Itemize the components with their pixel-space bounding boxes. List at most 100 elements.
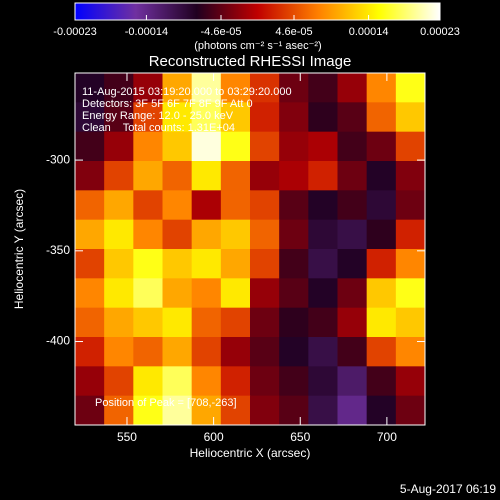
x-tick-label: 600 [204, 430, 224, 444]
cell [191, 73, 222, 103]
cell [191, 219, 222, 250]
cell [279, 73, 309, 103]
cell [104, 395, 134, 426]
cell [220, 219, 251, 250]
cell [162, 219, 193, 250]
peak-label: Position of Peak = [708,-263] [95, 397, 237, 409]
cell [279, 131, 309, 162]
cell [308, 278, 338, 309]
cell [337, 161, 368, 191]
cell [133, 161, 163, 191]
cell [279, 307, 309, 338]
cell [279, 366, 309, 397]
cell [220, 366, 251, 397]
cell [75, 278, 105, 309]
colorbar-tick-label: -4.6e-05 [201, 26, 242, 38]
cell [104, 131, 134, 162]
cell [279, 337, 309, 367]
cell [337, 102, 368, 133]
cell [133, 249, 163, 279]
chart-title: Reconstructed RHESSI Image [149, 53, 352, 70]
cell [337, 366, 368, 397]
cell [104, 249, 134, 279]
cell [279, 395, 309, 426]
x-tick-label: 550 [117, 430, 137, 444]
y-tick-label: -350 [46, 243, 70, 257]
cell [133, 278, 163, 309]
cell [191, 395, 222, 426]
cell [220, 278, 251, 309]
cell [366, 278, 397, 309]
cell [75, 73, 105, 103]
cell [191, 102, 222, 133]
cell [250, 249, 280, 279]
cell [162, 190, 193, 221]
cell [220, 73, 251, 103]
annotation: Energy Range: 12.0 - 25.0 keV [82, 110, 234, 122]
heatmap [75, 73, 426, 426]
cell [308, 249, 338, 279]
cell [162, 337, 193, 367]
cell [337, 219, 368, 250]
cell [337, 131, 368, 162]
cell [133, 131, 163, 162]
cell [75, 161, 105, 191]
cell [250, 395, 280, 426]
cell [395, 278, 426, 309]
cell [279, 249, 309, 279]
cell [308, 190, 338, 221]
cell [308, 102, 338, 133]
cell [337, 73, 368, 103]
cell [279, 190, 309, 221]
cell [75, 102, 105, 133]
cell [337, 337, 368, 367]
cell [250, 219, 280, 250]
y-axis-label: Heliocentric Y (arcsec) [12, 189, 26, 309]
cell [395, 102, 426, 133]
annotation: 11-Aug-2015 03:19:20.000 to 03:29:20.000 [82, 86, 292, 98]
cell [250, 337, 280, 367]
cell [395, 366, 426, 397]
cell [308, 131, 338, 162]
colorbar-tick-label: -0.00023 [53, 26, 96, 38]
cell [366, 249, 397, 279]
cell [75, 395, 105, 426]
cell [104, 278, 134, 309]
cell [104, 102, 134, 133]
cell [162, 131, 193, 162]
cell [191, 190, 222, 221]
colorbar-tick-label: 4.6e-05 [275, 26, 312, 38]
cell [104, 161, 134, 191]
cell [366, 395, 397, 426]
cell [104, 73, 134, 103]
colorbar-tick-label: 0.00014 [349, 26, 389, 38]
colorbar-label: (photons cm⁻² s⁻¹ asec⁻²) [194, 40, 321, 52]
cell [162, 395, 193, 426]
cell [337, 190, 368, 221]
cell [395, 131, 426, 162]
cell [191, 337, 222, 367]
cell [366, 219, 397, 250]
cell [250, 190, 280, 221]
cell [104, 366, 134, 397]
colorbar-tick-label: -0.00014 [125, 26, 168, 38]
cell [162, 278, 193, 309]
x-tick-label: 700 [377, 430, 397, 444]
cell [337, 249, 368, 279]
cell [75, 131, 105, 162]
cell [191, 249, 222, 279]
cell [395, 190, 426, 221]
cell [162, 307, 193, 338]
cell [133, 395, 163, 426]
y-tick-label: -400 [46, 334, 70, 348]
cell [191, 307, 222, 338]
cell [133, 219, 163, 250]
cell [250, 307, 280, 338]
cell [395, 73, 426, 103]
cell [133, 102, 163, 133]
cell [104, 307, 134, 338]
cell [162, 73, 193, 103]
cell [250, 102, 280, 133]
cell [308, 161, 338, 191]
cell [162, 161, 193, 191]
